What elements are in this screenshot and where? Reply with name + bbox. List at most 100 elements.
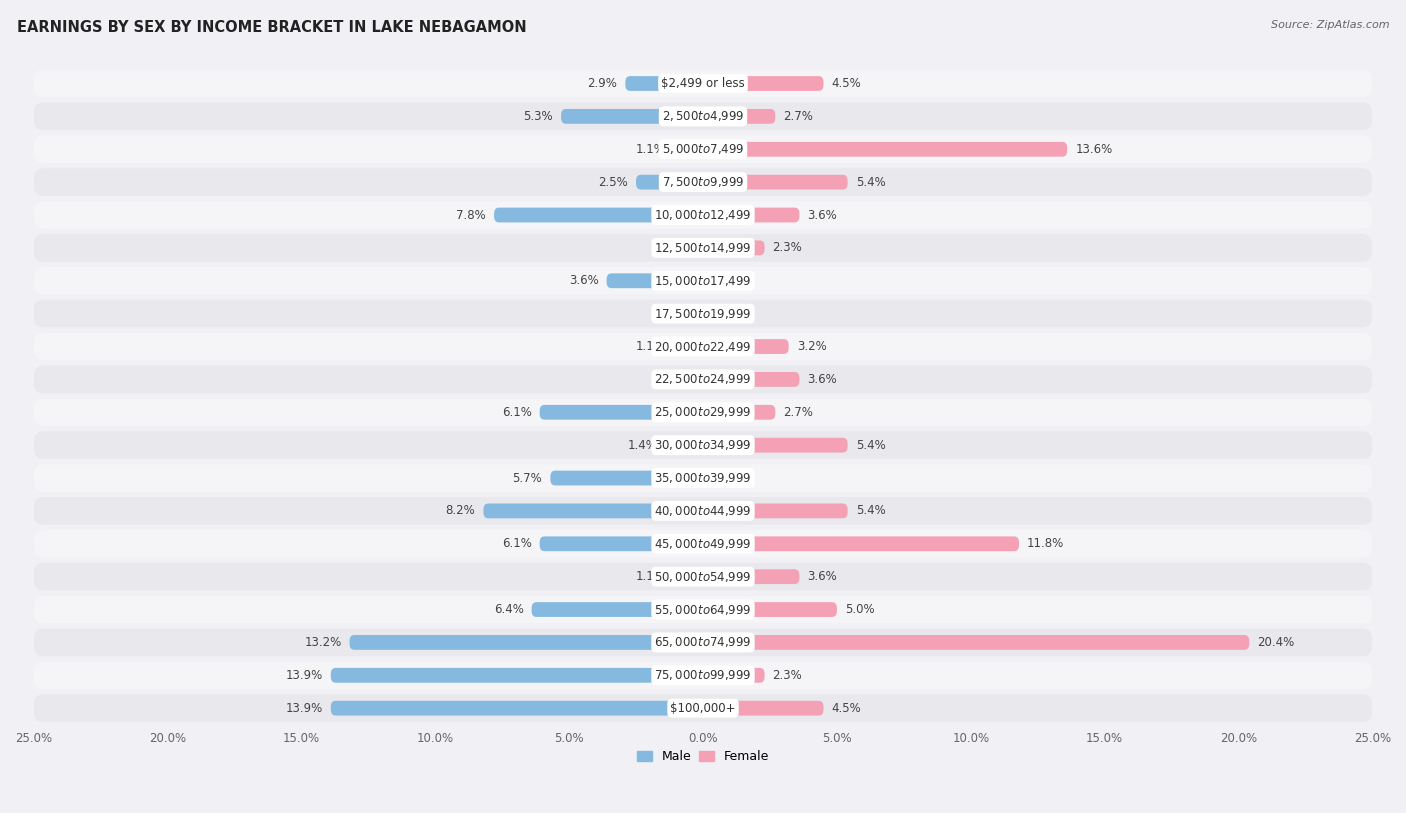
FancyBboxPatch shape bbox=[34, 201, 1372, 228]
Legend: Male, Female: Male, Female bbox=[631, 746, 775, 768]
Text: 2.3%: 2.3% bbox=[773, 241, 803, 254]
Text: 1.1%: 1.1% bbox=[636, 570, 665, 583]
Text: 8.2%: 8.2% bbox=[446, 504, 475, 517]
Text: 3.6%: 3.6% bbox=[807, 570, 837, 583]
Text: 2.7%: 2.7% bbox=[783, 406, 813, 419]
Text: 1.4%: 1.4% bbox=[627, 439, 658, 452]
Text: Source: ZipAtlas.com: Source: ZipAtlas.com bbox=[1271, 20, 1389, 30]
FancyBboxPatch shape bbox=[703, 701, 824, 715]
FancyBboxPatch shape bbox=[494, 207, 703, 223]
Text: 13.9%: 13.9% bbox=[285, 669, 323, 682]
FancyBboxPatch shape bbox=[34, 300, 1372, 328]
FancyBboxPatch shape bbox=[673, 339, 703, 354]
FancyBboxPatch shape bbox=[34, 102, 1372, 130]
FancyBboxPatch shape bbox=[34, 168, 1372, 196]
Text: $100,000+: $100,000+ bbox=[671, 702, 735, 715]
FancyBboxPatch shape bbox=[703, 437, 848, 453]
FancyBboxPatch shape bbox=[34, 662, 1372, 689]
FancyBboxPatch shape bbox=[34, 563, 1372, 590]
Text: 5.7%: 5.7% bbox=[513, 472, 543, 485]
Text: 2.5%: 2.5% bbox=[599, 176, 628, 189]
FancyBboxPatch shape bbox=[703, 372, 800, 387]
FancyBboxPatch shape bbox=[636, 175, 703, 189]
FancyBboxPatch shape bbox=[34, 366, 1372, 393]
Text: 2.3%: 2.3% bbox=[773, 669, 803, 682]
FancyBboxPatch shape bbox=[34, 694, 1372, 722]
FancyBboxPatch shape bbox=[484, 503, 703, 519]
Text: 13.9%: 13.9% bbox=[285, 702, 323, 715]
FancyBboxPatch shape bbox=[673, 141, 703, 157]
FancyBboxPatch shape bbox=[34, 596, 1372, 624]
Text: 4.5%: 4.5% bbox=[831, 702, 862, 715]
FancyBboxPatch shape bbox=[703, 537, 1019, 551]
Text: 3.6%: 3.6% bbox=[807, 208, 837, 221]
Text: 5.4%: 5.4% bbox=[856, 176, 886, 189]
Text: 0.0%: 0.0% bbox=[665, 241, 695, 254]
Text: 0.0%: 0.0% bbox=[665, 373, 695, 386]
FancyBboxPatch shape bbox=[34, 432, 1372, 459]
Text: $35,000 to $39,999: $35,000 to $39,999 bbox=[654, 471, 752, 485]
Text: 3.2%: 3.2% bbox=[797, 340, 827, 353]
Text: 13.2%: 13.2% bbox=[304, 636, 342, 649]
FancyBboxPatch shape bbox=[34, 530, 1372, 558]
Text: $25,000 to $29,999: $25,000 to $29,999 bbox=[654, 406, 752, 420]
FancyBboxPatch shape bbox=[550, 471, 703, 485]
Text: $7,500 to $9,999: $7,500 to $9,999 bbox=[662, 175, 744, 189]
FancyBboxPatch shape bbox=[665, 437, 703, 453]
FancyBboxPatch shape bbox=[703, 635, 1250, 650]
Text: 5.4%: 5.4% bbox=[856, 504, 886, 517]
Text: 0.0%: 0.0% bbox=[711, 472, 741, 485]
Text: $15,000 to $17,499: $15,000 to $17,499 bbox=[654, 274, 752, 288]
Text: $45,000 to $49,999: $45,000 to $49,999 bbox=[654, 537, 752, 550]
Text: 6.1%: 6.1% bbox=[502, 406, 531, 419]
Text: $30,000 to $34,999: $30,000 to $34,999 bbox=[654, 438, 752, 452]
FancyBboxPatch shape bbox=[34, 398, 1372, 426]
Text: 0.0%: 0.0% bbox=[711, 307, 741, 320]
FancyBboxPatch shape bbox=[703, 76, 824, 91]
Text: $12,500 to $14,999: $12,500 to $14,999 bbox=[654, 241, 752, 255]
FancyBboxPatch shape bbox=[34, 70, 1372, 98]
Text: 20.4%: 20.4% bbox=[1257, 636, 1295, 649]
FancyBboxPatch shape bbox=[330, 668, 703, 683]
FancyBboxPatch shape bbox=[34, 267, 1372, 294]
Text: 0.0%: 0.0% bbox=[711, 274, 741, 287]
Text: 7.8%: 7.8% bbox=[457, 208, 486, 221]
Text: $75,000 to $99,999: $75,000 to $99,999 bbox=[654, 668, 752, 682]
Text: 6.4%: 6.4% bbox=[494, 603, 523, 616]
Text: $40,000 to $44,999: $40,000 to $44,999 bbox=[654, 504, 752, 518]
FancyBboxPatch shape bbox=[703, 503, 848, 519]
Text: $55,000 to $64,999: $55,000 to $64,999 bbox=[654, 602, 752, 616]
FancyBboxPatch shape bbox=[703, 175, 848, 189]
Text: 4.5%: 4.5% bbox=[831, 77, 862, 90]
Text: 3.6%: 3.6% bbox=[569, 274, 599, 287]
Text: 1.1%: 1.1% bbox=[636, 340, 665, 353]
FancyBboxPatch shape bbox=[330, 701, 703, 715]
Text: $2,500 to $4,999: $2,500 to $4,999 bbox=[662, 110, 744, 124]
Text: 13.6%: 13.6% bbox=[1076, 143, 1112, 156]
Text: $50,000 to $54,999: $50,000 to $54,999 bbox=[654, 570, 752, 584]
Text: 0.0%: 0.0% bbox=[665, 307, 695, 320]
FancyBboxPatch shape bbox=[703, 668, 765, 683]
FancyBboxPatch shape bbox=[703, 339, 789, 354]
FancyBboxPatch shape bbox=[673, 569, 703, 584]
Text: 1.1%: 1.1% bbox=[636, 143, 665, 156]
FancyBboxPatch shape bbox=[703, 141, 1067, 157]
Text: EARNINGS BY SEX BY INCOME BRACKET IN LAKE NEBAGAMON: EARNINGS BY SEX BY INCOME BRACKET IN LAK… bbox=[17, 20, 526, 35]
Text: 5.3%: 5.3% bbox=[523, 110, 553, 123]
FancyBboxPatch shape bbox=[34, 234, 1372, 262]
FancyBboxPatch shape bbox=[606, 273, 703, 288]
Text: $5,000 to $7,499: $5,000 to $7,499 bbox=[662, 142, 744, 156]
FancyBboxPatch shape bbox=[350, 635, 703, 650]
Text: $22,500 to $24,999: $22,500 to $24,999 bbox=[654, 372, 752, 386]
FancyBboxPatch shape bbox=[626, 76, 703, 91]
FancyBboxPatch shape bbox=[703, 569, 800, 584]
Text: 6.1%: 6.1% bbox=[502, 537, 531, 550]
FancyBboxPatch shape bbox=[703, 241, 765, 255]
Text: $2,499 or less: $2,499 or less bbox=[661, 77, 745, 90]
FancyBboxPatch shape bbox=[531, 602, 703, 617]
FancyBboxPatch shape bbox=[540, 537, 703, 551]
Text: $17,500 to $19,999: $17,500 to $19,999 bbox=[654, 307, 752, 320]
Text: $20,000 to $22,499: $20,000 to $22,499 bbox=[654, 340, 752, 354]
FancyBboxPatch shape bbox=[34, 333, 1372, 360]
Text: 5.0%: 5.0% bbox=[845, 603, 875, 616]
